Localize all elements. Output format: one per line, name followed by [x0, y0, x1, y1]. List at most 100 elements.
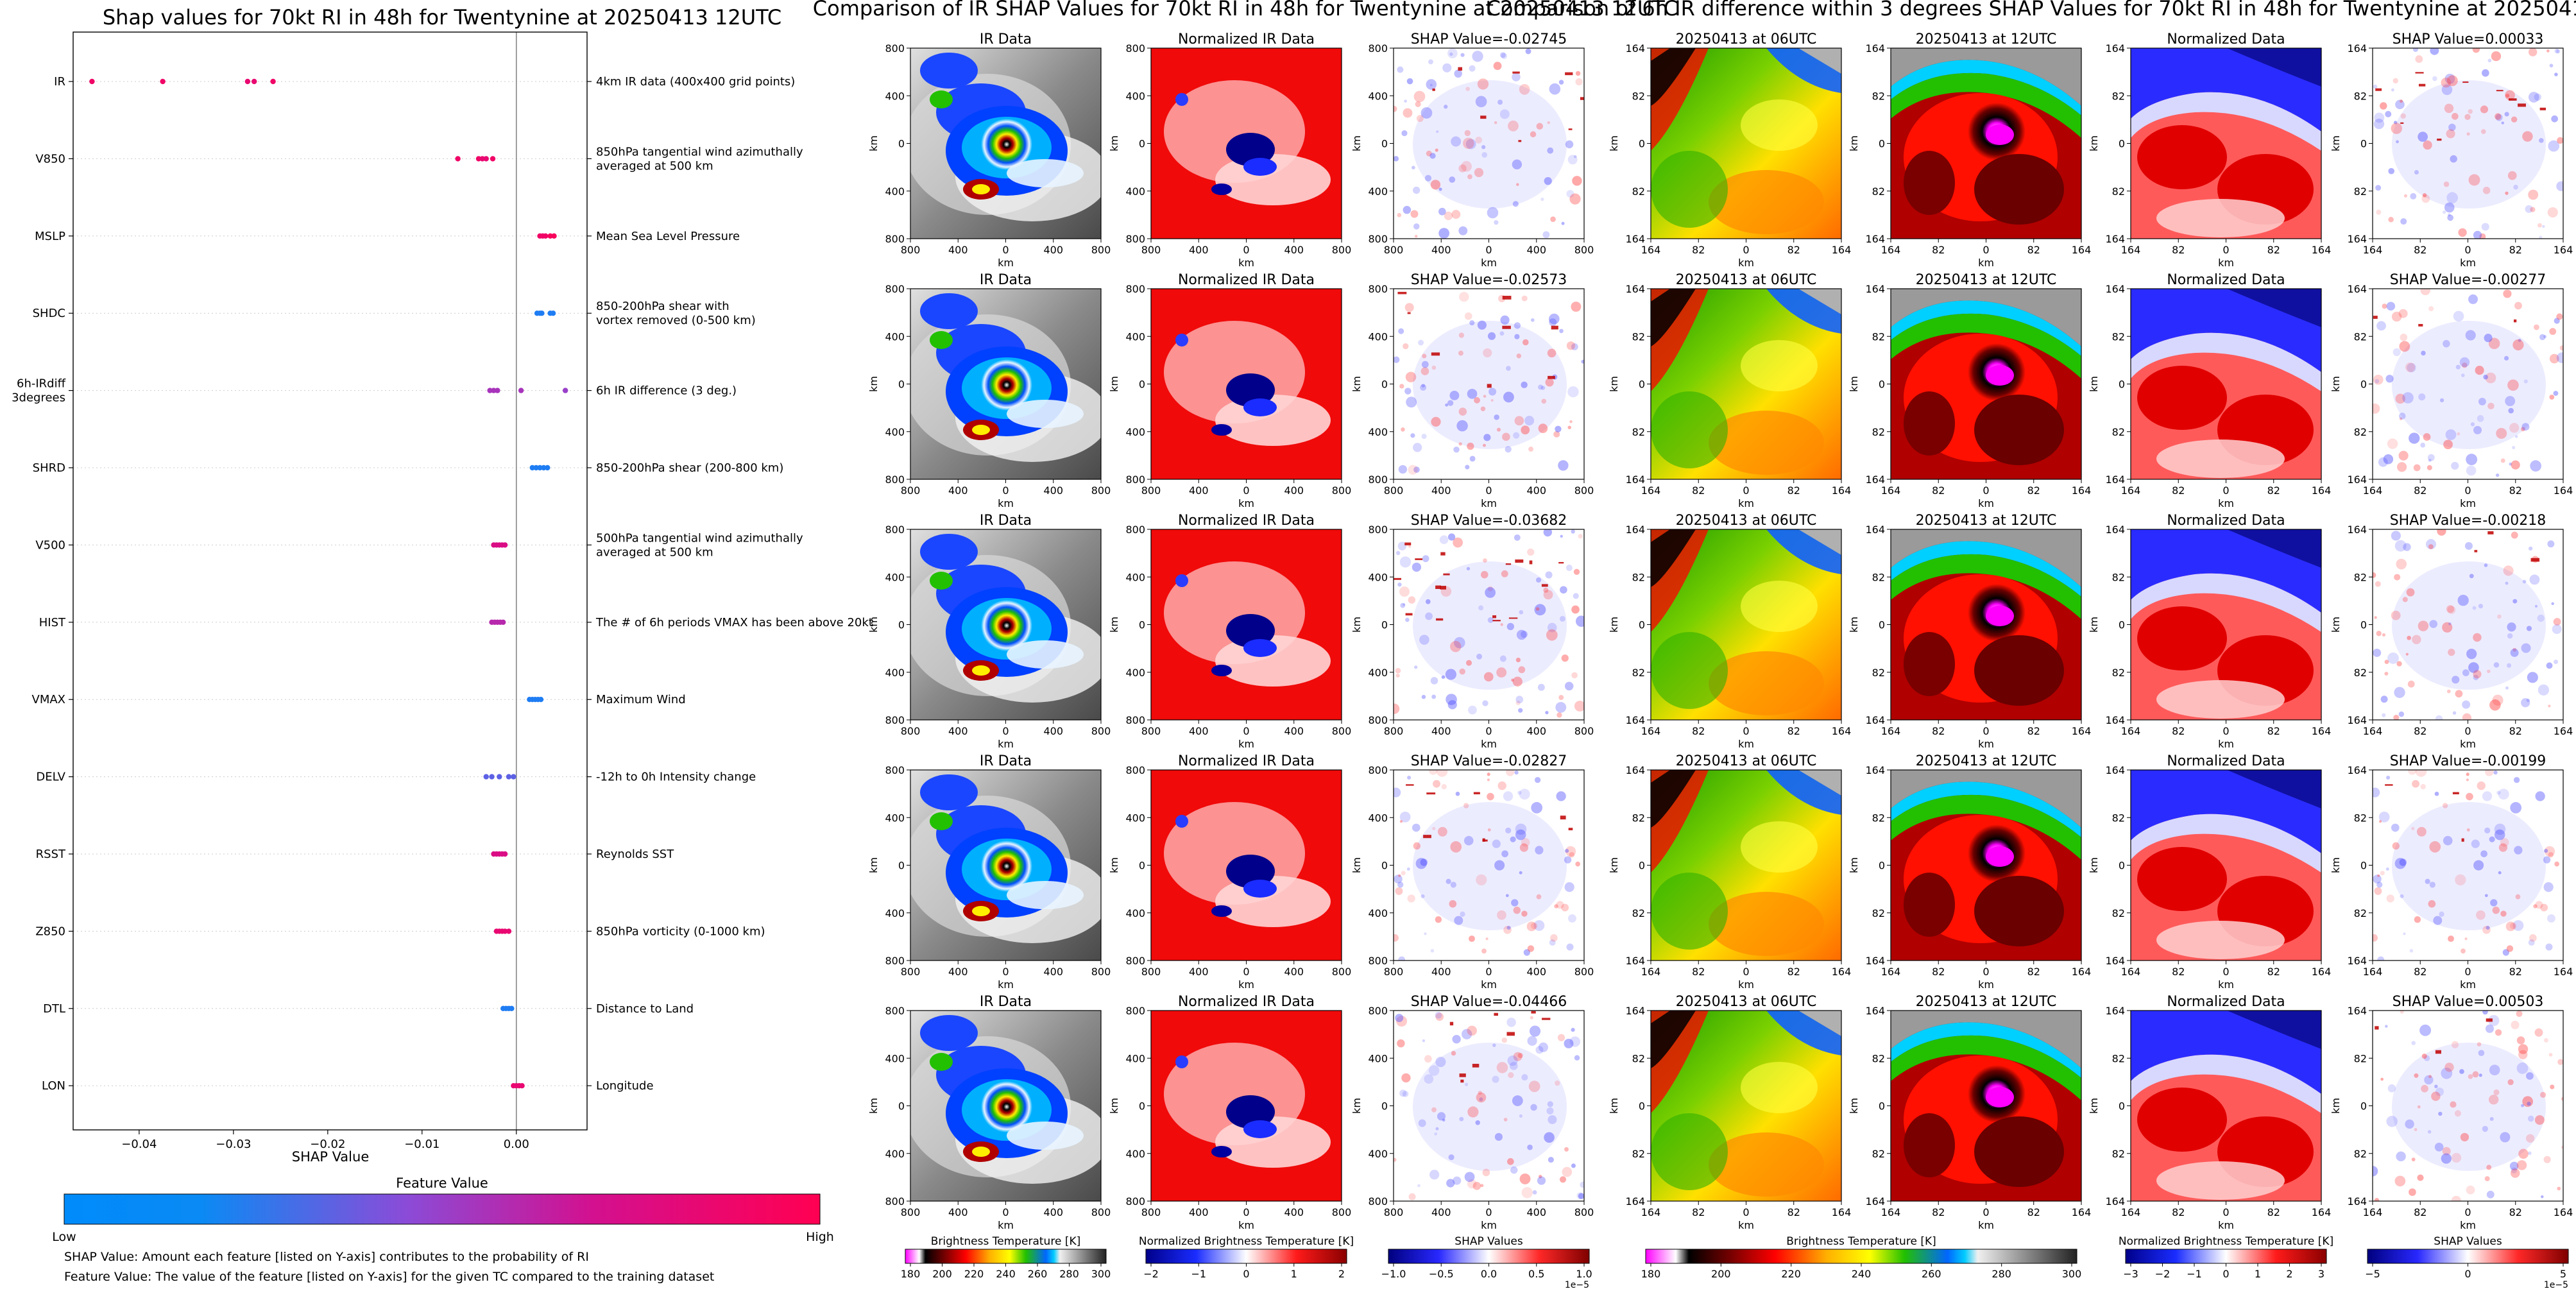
- panel-x-axis-label: km: [998, 738, 1014, 750]
- panel-x-tick-label: 0: [1485, 966, 1492, 978]
- panel-title-shap-value: SHAP Value=-0.02573: [1411, 272, 1567, 288]
- panel-x-tick-label: 164: [2554, 966, 2573, 978]
- diff-colorbar-tick-label: 5: [2560, 1268, 2566, 1280]
- panel-y-axis-label: km: [867, 135, 880, 151]
- panel-x-axis-label: km: [2218, 738, 2234, 750]
- panel-x-tick-label: 400: [1189, 966, 1209, 978]
- panel-x-tick-label: 0: [1983, 966, 1989, 978]
- shap-point: [562, 388, 568, 393]
- panel-y-tick-label: 164: [1865, 764, 1885, 776]
- normalized-ir-image: [1151, 1011, 1342, 1201]
- panel-x-tick-label: 82: [1787, 966, 1800, 978]
- panel-x-tick-label: 0: [2464, 966, 2471, 978]
- shap-x-label: SHAP Value: [292, 1149, 370, 1165]
- panel-y-tick-label: 164: [2347, 283, 2367, 295]
- panel-y-tick-label: 164: [2105, 283, 2125, 295]
- feature-label: SHDC: [33, 307, 65, 320]
- panel-x-tick-label: 0: [1983, 244, 1989, 256]
- panel-title-shap-value: SHAP Value=-0.02827: [1411, 753, 1567, 769]
- shap-points: [89, 78, 568, 1089]
- feature-label: HIST: [39, 616, 66, 629]
- panel-y-tick-label: 800: [885, 283, 905, 295]
- panel-x-tick-label: 400: [1526, 966, 1546, 978]
- shap-heatmap: [1394, 529, 1584, 720]
- panel-x-tick-label: 0: [2464, 484, 2471, 497]
- panel-y-tick-label: 82: [1872, 571, 1885, 583]
- shap-point: [497, 774, 502, 780]
- panel-x-tick-label: 0: [2222, 1206, 2229, 1218]
- panel-x-axis-label: km: [2218, 1219, 2234, 1231]
- panel-y-axis-label: km: [1351, 376, 1363, 392]
- panel-x-tick-label: 164: [1881, 244, 1901, 256]
- panel-y-tick-label: 400: [1125, 667, 1145, 679]
- panel-x-tick-label: 0: [2464, 1206, 2471, 1218]
- panel-y-tick-label: 0: [898, 619, 905, 631]
- panel-y-tick-label: 0: [1639, 379, 1645, 391]
- panel-x-tick-label: 82: [1692, 1206, 1705, 1218]
- panel-title-normalized-ir: Normalized IR Data: [1178, 753, 1315, 769]
- ir-colorbar: [905, 1249, 1107, 1264]
- panel-x-axis-label: km: [1738, 978, 1754, 991]
- panel-title-06utc: 20250413 at 06UTC: [1676, 994, 1817, 1010]
- feature-description: Reynolds SST: [596, 848, 674, 861]
- panel-x-tick-label: 800: [1091, 484, 1111, 497]
- panel-y-tick-label: 400: [1368, 812, 1388, 824]
- diff-colorbar: [2125, 1249, 2327, 1264]
- diff-colorbar-label: SHAP Values: [2434, 1235, 2502, 1248]
- panel-x-tick-label: 0: [1743, 244, 1749, 256]
- panel-x-axis-label: km: [2218, 497, 2234, 509]
- panel-y-tick-label: 400: [1368, 90, 1388, 102]
- panel-x-axis-label: km: [1481, 1219, 1497, 1231]
- panel-y-tick-label: 0: [2360, 138, 2367, 150]
- panel-y-tick-label: 164: [2347, 1195, 2367, 1208]
- ir-image: [910, 529, 1101, 720]
- ir-colorbar-tick-label: 1: [1291, 1268, 1297, 1280]
- panel-y-tick-label: 82: [2112, 812, 2125, 824]
- panel-y-tick-label: 0: [1639, 860, 1645, 872]
- ir-image: [910, 48, 1101, 239]
- shap-point: [483, 156, 489, 162]
- panel-x-tick-label: 400: [1043, 244, 1063, 256]
- panel-x-tick-label: 0: [1002, 1206, 1009, 1218]
- panel-x-tick-label: 800: [1384, 725, 1404, 737]
- panel-y-tick-label: 800: [1125, 764, 1145, 776]
- shap-heatmap: [2373, 289, 2563, 479]
- panel-x-tick-label: 82: [2509, 244, 2522, 256]
- panel-y-tick-label: 82: [2354, 90, 2367, 102]
- panel-y-tick-label: 800: [1368, 233, 1388, 245]
- panel-y-tick-label: 0: [1139, 379, 1145, 391]
- panel-y-tick-label: 164: [1625, 1195, 1645, 1208]
- panel-y-tick-label: 164: [1625, 764, 1645, 776]
- panel-y-tick-label: 800: [1125, 42, 1145, 55]
- ir-colorbar-tick-label: −0.5: [1429, 1268, 1454, 1280]
- panel-title-06utc: 20250413 at 06UTC: [1676, 513, 1817, 529]
- panel-title-shap-value: SHAP Value=-0.00277: [2390, 272, 2546, 288]
- diff-colorbar: [2367, 1249, 2569, 1264]
- shap-point: [518, 388, 524, 393]
- normalized-diff-image: [2131, 529, 2321, 720]
- panel-x-tick-label: 0: [2222, 725, 2229, 737]
- panel-y-tick-label: 400: [885, 1052, 905, 1064]
- feature-description: Distance to Land: [596, 1002, 694, 1016]
- panel-x-tick-label: 800: [901, 1206, 921, 1218]
- panel-y-tick-label: 800: [885, 474, 905, 486]
- panel-x-tick-label: 800: [1141, 244, 1161, 256]
- panel-x-tick-label: 164: [2072, 484, 2092, 497]
- panel-y-tick-label: 0: [2360, 860, 2367, 872]
- panel-x-tick-label: 82: [2414, 244, 2427, 256]
- ir-colorbar-tick-label: 240: [996, 1268, 1016, 1280]
- panel-x-tick-label: 0: [1485, 244, 1492, 256]
- panel-y-tick-label: 82: [2354, 571, 2367, 583]
- ir-colorbar-tick-label: 220: [964, 1268, 984, 1280]
- panel-y-tick-label: 82: [2354, 907, 2367, 919]
- panel-y-axis-label: km: [1108, 376, 1120, 392]
- panel-title-shap-value: SHAP Value=-0.00218: [2390, 513, 2546, 529]
- panel-x-tick-label: 82: [1787, 244, 1800, 256]
- feature-description: 4km IR data (400x400 grid points): [596, 75, 795, 89]
- panel-x-tick-label: 82: [2414, 1206, 2427, 1218]
- panel-x-tick-label: 800: [1332, 966, 1352, 978]
- panel-y-tick-label: 400: [885, 185, 905, 198]
- panel-x-tick-label: 400: [1189, 244, 1209, 256]
- shap-point: [550, 311, 556, 316]
